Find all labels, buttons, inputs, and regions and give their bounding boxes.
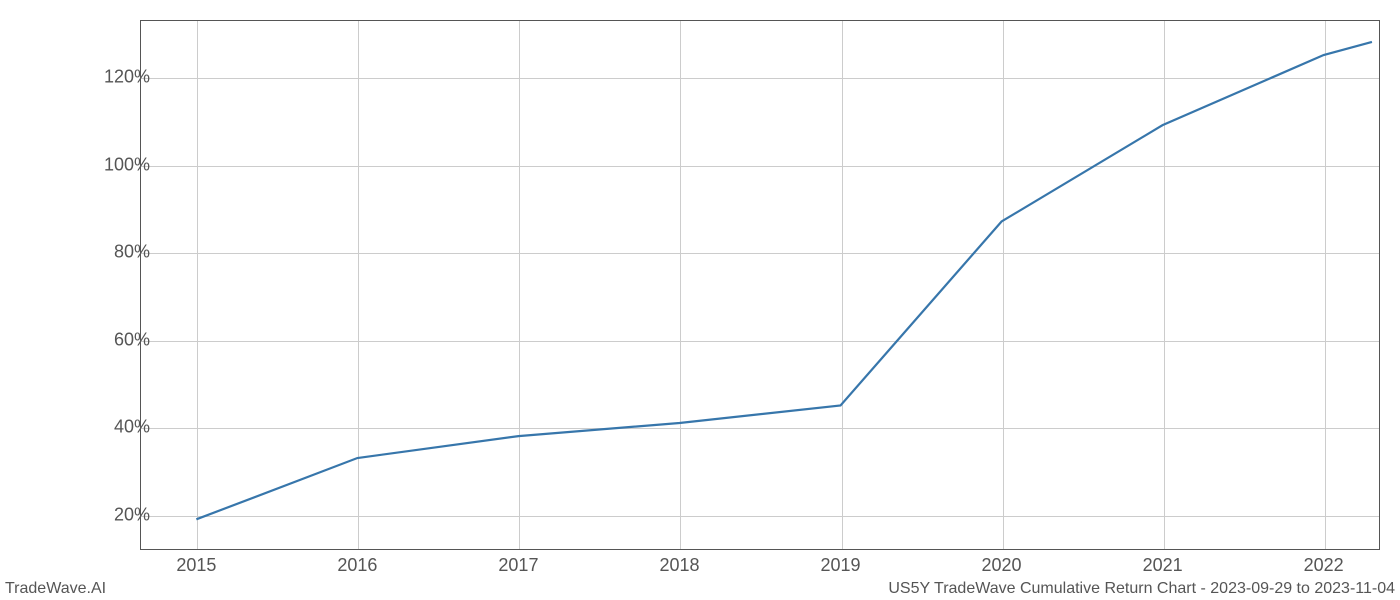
x-axis-tick-label: 2022 — [1304, 555, 1344, 576]
x-axis-tick-label: 2017 — [498, 555, 538, 576]
y-axis-tick-label: 60% — [50, 329, 150, 350]
data-line — [196, 42, 1372, 519]
line-chart-svg — [140, 20, 1380, 550]
x-axis-tick-label: 2019 — [820, 555, 860, 576]
footer-right-text: US5Y TradeWave Cumulative Return Chart -… — [888, 580, 1395, 598]
y-axis-tick-label: 80% — [50, 242, 150, 263]
y-axis-tick-label: 120% — [50, 66, 150, 87]
y-axis-tick-label: 40% — [50, 417, 150, 438]
chart-container — [140, 20, 1380, 550]
x-axis-tick-label: 2020 — [982, 555, 1022, 576]
y-axis-tick-label: 100% — [50, 154, 150, 175]
x-axis-tick-label: 2021 — [1143, 555, 1183, 576]
x-axis-tick-label: 2016 — [337, 555, 377, 576]
y-axis-tick-label: 20% — [50, 504, 150, 525]
footer-left-text: TradeWave.AI — [5, 580, 106, 598]
x-axis-tick-label: 2015 — [176, 555, 216, 576]
x-axis-tick-label: 2018 — [659, 555, 699, 576]
